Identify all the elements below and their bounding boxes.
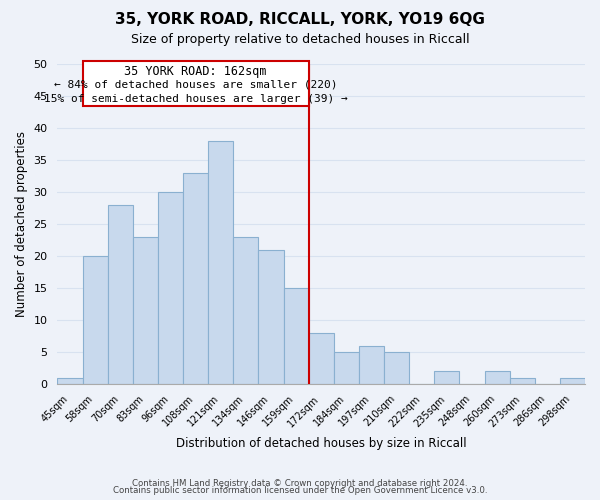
Bar: [560, 378, 585, 384]
Bar: [359, 346, 384, 384]
Text: 35, YORK ROAD, RICCALL, YORK, YO19 6QG: 35, YORK ROAD, RICCALL, YORK, YO19 6QG: [115, 12, 485, 28]
X-axis label: Distribution of detached houses by size in Riccall: Distribution of detached houses by size …: [176, 437, 467, 450]
Y-axis label: Number of detached properties: Number of detached properties: [15, 131, 28, 317]
Bar: [259, 250, 284, 384]
Bar: [334, 352, 359, 384]
Bar: [83, 256, 107, 384]
Bar: [509, 378, 535, 384]
Bar: [308, 333, 334, 384]
Bar: [133, 237, 158, 384]
Bar: [284, 288, 308, 384]
Text: 15% of semi-detached houses are larger (39) →: 15% of semi-detached houses are larger (…: [44, 94, 347, 104]
Bar: [208, 141, 233, 384]
Bar: [384, 352, 409, 384]
Bar: [434, 371, 460, 384]
Bar: [107, 205, 133, 384]
Bar: [485, 371, 509, 384]
Bar: [158, 192, 183, 384]
Text: Contains HM Land Registry data © Crown copyright and database right 2024.: Contains HM Land Registry data © Crown c…: [132, 478, 468, 488]
Bar: [83, 61, 308, 106]
Bar: [183, 173, 208, 384]
Bar: [58, 378, 83, 384]
Bar: [233, 237, 259, 384]
Text: Contains public sector information licensed under the Open Government Licence v3: Contains public sector information licen…: [113, 486, 487, 495]
Text: Size of property relative to detached houses in Riccall: Size of property relative to detached ho…: [131, 32, 469, 46]
Text: ← 84% of detached houses are smaller (220): ← 84% of detached houses are smaller (22…: [54, 80, 337, 90]
Text: 35 YORK ROAD: 162sqm: 35 YORK ROAD: 162sqm: [124, 66, 267, 78]
